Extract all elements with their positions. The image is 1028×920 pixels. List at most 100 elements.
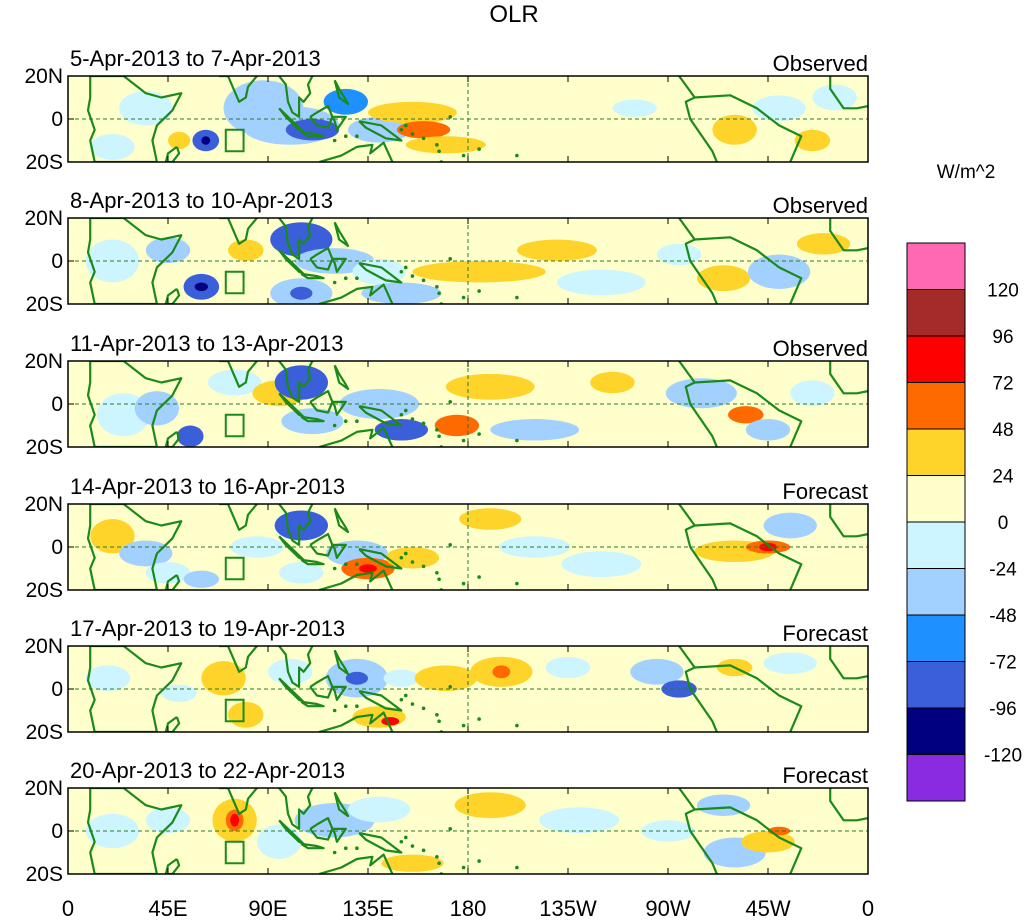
colorbar-swatch xyxy=(906,242,966,290)
anomaly-patch xyxy=(412,261,546,283)
anomaly-patch xyxy=(168,131,191,150)
island xyxy=(515,153,519,158)
anomaly-patch xyxy=(85,665,131,692)
coastline xyxy=(164,288,181,304)
coastline xyxy=(300,558,325,566)
island xyxy=(355,846,359,850)
coastline xyxy=(278,677,305,704)
anomaly-patch xyxy=(794,129,831,152)
anomaly-patch xyxy=(368,101,457,124)
colorbar-level-label: -72 xyxy=(989,653,1016,674)
colorbar: W/m^2 120 96 72 48 24 0 -24 -48 -72 -96 -120 xyxy=(906,162,1022,802)
island xyxy=(448,400,453,404)
anomaly-patch xyxy=(230,536,284,558)
coastline xyxy=(694,806,803,874)
colorbar-swatch xyxy=(906,521,966,569)
island xyxy=(515,438,519,443)
coastline xyxy=(678,76,718,162)
coastline xyxy=(278,361,314,403)
anomaly-field xyxy=(85,788,868,874)
island xyxy=(399,555,404,560)
index-box xyxy=(224,270,245,295)
coastline xyxy=(829,788,868,822)
anomaly-patch xyxy=(481,91,544,113)
panel-status: Observed xyxy=(773,336,868,361)
island xyxy=(399,412,404,417)
island xyxy=(421,421,426,426)
island xyxy=(461,865,466,870)
coastline xyxy=(318,853,394,874)
coastline xyxy=(829,504,868,538)
coastline xyxy=(300,130,325,138)
anomaly-patch xyxy=(696,265,751,292)
coastline xyxy=(278,107,305,133)
coastline xyxy=(318,283,394,304)
island xyxy=(515,581,519,586)
lat-tick-label: 20N xyxy=(24,350,63,373)
lat-tick-label: 20N xyxy=(24,777,63,800)
coastline xyxy=(300,415,325,423)
index-box xyxy=(224,413,245,438)
anomaly-patch xyxy=(405,136,486,154)
coastline xyxy=(278,504,314,547)
anomaly-patch xyxy=(201,136,211,145)
coastline xyxy=(219,504,258,531)
lat-tick-label: 0 xyxy=(51,678,63,701)
anomaly-patch xyxy=(279,562,324,584)
anomaly-patch xyxy=(656,243,702,266)
coastline xyxy=(829,361,868,395)
coastline xyxy=(331,400,347,416)
colorbar-units: W/m^2 xyxy=(937,162,996,183)
coastline xyxy=(678,218,718,304)
island xyxy=(399,697,404,702)
longitude-axis: 0 45E 90E 135E 180 135W 90W 45W 0 xyxy=(62,896,874,920)
island xyxy=(515,865,519,870)
island xyxy=(410,417,415,421)
coastline xyxy=(300,272,325,280)
coastline xyxy=(86,76,183,162)
colorbar-level-label: 96 xyxy=(992,327,1013,348)
island xyxy=(403,551,408,556)
island xyxy=(332,850,337,855)
coastline xyxy=(694,94,803,162)
island xyxy=(403,123,408,128)
panel-period: 17-Apr-2013 to 19-Apr-2013 xyxy=(70,616,345,641)
panel: 20N 0 20S 5-Apr-2013 to 7-Apr-2013 Observed xyxy=(24,46,869,174)
island xyxy=(343,704,348,708)
coastline xyxy=(829,646,868,680)
panel: 20N 0 20S 20-Apr-2013 to 22-Apr-2013 Forecas… xyxy=(24,758,869,886)
panel-status: Forecast xyxy=(782,763,868,788)
coastline xyxy=(331,685,347,701)
colorbar-level-label: 48 xyxy=(992,420,1013,441)
coastline xyxy=(164,431,181,447)
coastline xyxy=(318,426,394,447)
coastline xyxy=(278,646,314,689)
anomaly-patch xyxy=(630,658,684,685)
coastline xyxy=(86,361,183,447)
anomaly-patch xyxy=(256,824,302,859)
island xyxy=(355,562,359,566)
anomaly-patch xyxy=(459,508,522,530)
anomaly-patch xyxy=(752,95,806,122)
colorbar-swatch xyxy=(906,614,966,662)
lat-tick-label: 20N xyxy=(24,207,63,230)
anomaly-patch xyxy=(556,269,646,296)
lon-tick-label: 45W xyxy=(745,896,790,920)
anomaly-patch xyxy=(516,239,597,261)
anomaly-patch xyxy=(490,419,580,441)
island xyxy=(477,717,481,721)
anomaly-patch xyxy=(348,796,411,823)
island xyxy=(448,543,453,547)
coastline xyxy=(278,76,314,118)
index-box xyxy=(224,840,245,865)
panel-status: Forecast xyxy=(782,479,868,504)
island xyxy=(332,280,337,285)
anomaly-patch xyxy=(290,286,313,300)
coastline xyxy=(331,115,347,131)
coastline xyxy=(331,257,347,273)
anomaly-patch xyxy=(590,371,635,394)
anomaly-patch xyxy=(194,282,208,292)
lat-tick-label: 20N xyxy=(24,65,63,88)
anomaly-patch xyxy=(230,813,240,827)
coastline xyxy=(300,842,325,850)
